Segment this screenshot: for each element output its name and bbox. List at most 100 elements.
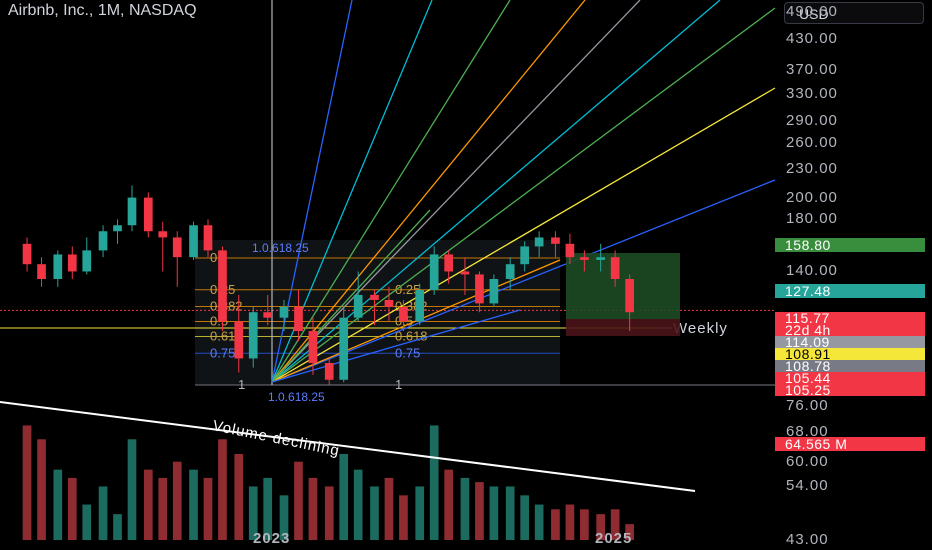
fan-bottom-label: 1.0.618.25	[268, 390, 325, 404]
price-tick-label: 230.00	[786, 159, 838, 177]
volume-bar	[189, 469, 198, 540]
volume-bar	[610, 509, 620, 540]
volume-bar	[22, 425, 32, 540]
volume-bar	[294, 461, 303, 540]
candle-body	[460, 271, 470, 275]
chart-title: Airbnb, Inc., 1M, NASDAQ	[8, 2, 197, 19]
price-badge: 114.09	[775, 335, 925, 349]
fib-label-left: 0.75	[210, 345, 235, 360]
candle-body	[444, 254, 454, 272]
candle-body	[234, 321, 244, 359]
volume-bar	[53, 469, 63, 540]
candle-body	[596, 257, 606, 260]
candle-body	[610, 257, 620, 280]
candle-body	[489, 279, 499, 304]
volume-bar	[489, 486, 499, 540]
fib-label-right: 0.75	[395, 345, 420, 360]
candle-body	[203, 225, 213, 251]
volume-bar	[172, 461, 182, 540]
volume-bar	[248, 486, 258, 540]
volume-bar	[551, 509, 560, 540]
price-badge: 22d 4h	[775, 323, 925, 337]
volume-bar	[158, 477, 168, 540]
candle-body	[98, 231, 108, 251]
price-badge: 115.77	[775, 311, 925, 325]
volume-bar	[339, 453, 349, 540]
candle-body	[580, 257, 589, 260]
price-badge: 158.80	[775, 238, 925, 253]
volume-bar	[113, 514, 122, 540]
candle-body	[248, 312, 258, 359]
candle-body	[189, 225, 198, 258]
volume-tick-label: 43.00	[786, 531, 829, 548]
candle-body	[429, 254, 439, 291]
candle-body	[37, 264, 46, 280]
candle-body	[143, 197, 153, 232]
volume-bar	[460, 477, 470, 540]
candle-body	[565, 243, 575, 258]
gann-fan-line	[271, 0, 511, 383]
volume-note: Volume declining	[211, 417, 341, 459]
price-badge: 105.25	[775, 383, 925, 397]
candle-body	[279, 306, 289, 318]
candle-body	[22, 243, 32, 265]
fib-label-left: 0.618	[210, 328, 243, 343]
volume-bar	[444, 469, 454, 540]
price-tick-label: 260.00	[786, 134, 838, 152]
candle-body	[339, 317, 349, 380]
candle-body	[67, 254, 77, 272]
price-tick-label: 430.00	[786, 30, 838, 48]
price-tick-label: 180.00	[786, 210, 838, 228]
candle-body	[294, 306, 303, 332]
candle-body	[263, 312, 273, 318]
volume-bar	[596, 514, 606, 540]
price-badge: 108.78	[775, 359, 925, 373]
candle-body	[158, 231, 168, 238]
volume-bar	[475, 482, 484, 540]
volume-bar	[98, 486, 108, 540]
candle-body	[505, 264, 515, 280]
volume-trend-line	[0, 401, 696, 492]
volume-bar	[324, 486, 334, 540]
price-badge: 108.91	[775, 347, 925, 361]
gann-fan-line	[271, 7, 776, 383]
price-tick-label: 140.00	[786, 262, 838, 280]
target-zone	[566, 253, 680, 319]
volume-bar	[580, 509, 589, 540]
price-tick-label: 330.00	[786, 84, 838, 102]
volume-bar	[37, 439, 46, 540]
volume-bar	[263, 477, 273, 540]
volume-bar	[353, 469, 363, 540]
volume-bar	[203, 477, 213, 540]
price-badge: 127.48	[775, 283, 925, 298]
price-badge: 105.44	[775, 371, 925, 385]
time-label-2023: 2023	[253, 530, 291, 547]
volume-tick-label: 54.00	[786, 477, 829, 495]
volume-bar	[534, 504, 544, 540]
gann-fan-line	[271, 0, 641, 383]
weekly-label: Weekly	[673, 320, 728, 337]
price-tick-label: 290.00	[786, 111, 838, 129]
volume-bar	[82, 504, 92, 540]
candle-body	[475, 274, 484, 304]
candle-body	[551, 237, 560, 244]
price-tick-label: 370.00	[786, 61, 838, 79]
candle-body	[172, 237, 182, 258]
gann-fan-line	[271, 87, 776, 383]
stop-zone	[566, 319, 680, 336]
volume-bar	[234, 453, 244, 540]
candle-body	[324, 362, 334, 380]
candle-body	[534, 237, 544, 247]
price-tick-label: 490.00	[786, 3, 838, 20]
volume-bar	[127, 439, 137, 540]
volume-bar	[399, 495, 408, 540]
fib-label-left: 1	[238, 377, 245, 392]
candle-body	[520, 246, 530, 265]
candle-body	[399, 306, 408, 322]
currency-button[interactable]: USD	[784, 2, 924, 24]
time-label-2025: 2025	[595, 530, 633, 547]
volume-tick-label: 60.00	[786, 452, 829, 470]
volume-bar	[429, 425, 439, 540]
candle-body	[370, 294, 379, 300]
